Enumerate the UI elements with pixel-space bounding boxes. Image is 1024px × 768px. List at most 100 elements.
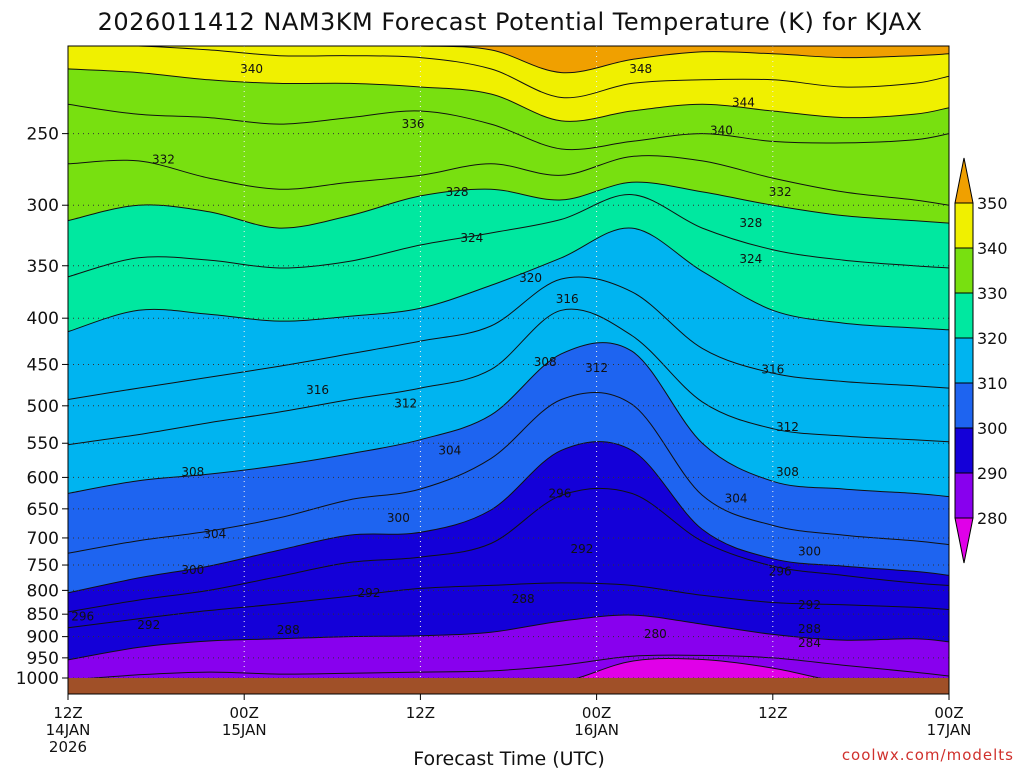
y-tick-label: 400	[27, 309, 59, 329]
contour-label: 292	[137, 618, 160, 632]
isentrope-340	[68, 68, 949, 122]
y-tick-label: 350	[27, 257, 59, 277]
colorbar-tick-label: 330	[977, 284, 1008, 303]
contour-label: 292	[798, 598, 821, 612]
x-tick-label: 12Z	[406, 704, 435, 722]
chart-title: 2026011412 NAM3KM Forecast Potential Tem…	[98, 8, 923, 36]
y-tick-label: 1000	[16, 669, 59, 689]
contour-label: 328	[446, 185, 469, 199]
y-tick-label: 250	[27, 125, 59, 145]
colorbar-tick-label: 280	[977, 509, 1008, 528]
isentrope-320	[68, 227, 949, 333]
isentrope-288	[68, 614, 949, 661]
contour-label: 308	[181, 465, 204, 479]
isentrope-284	[68, 654, 949, 681]
contour-label: 324	[460, 231, 483, 245]
contour-label: 284	[798, 636, 821, 650]
isentrope-304	[68, 391, 949, 554]
isentrope-312	[68, 308, 949, 446]
isentrope-324	[68, 194, 949, 278]
colorbar-tick-label: 300	[977, 419, 1008, 438]
x-tick-label: 00Z	[230, 704, 259, 722]
contour-label: 292	[358, 586, 381, 600]
contour-label: 280	[644, 627, 667, 641]
x-tick-label: 17JAN	[927, 721, 972, 739]
x-tick-label: 14JAN	[46, 721, 91, 739]
contour-label: 288	[277, 623, 300, 637]
contour-label: 304	[203, 527, 226, 541]
y-tick-label: 650	[27, 500, 59, 520]
colorbar-segment	[954, 472, 974, 519]
colorbar-tick-label: 290	[977, 464, 1008, 483]
x-tick-label: 00Z	[582, 704, 611, 722]
x-axis-label: Forecast Time (UTC)	[413, 748, 604, 768]
contour-label: 296	[71, 609, 94, 623]
contour-label: 316	[306, 383, 329, 397]
isentrope-292	[68, 582, 949, 629]
contour-label: 300	[181, 563, 204, 577]
contour-label: 336	[402, 117, 425, 131]
colorbar-tick-label: 320	[977, 329, 1008, 348]
colorbar-tick-label: 310	[977, 374, 1008, 393]
isentrope-332	[68, 155, 949, 206]
x-tick-label: 2026	[49, 738, 87, 756]
isentrope-lines	[68, 46, 949, 681]
isentrope-328	[68, 181, 949, 229]
plot-frame	[67, 45, 950, 695]
contour-label: 332	[769, 185, 792, 199]
contour-label: 304	[725, 491, 748, 505]
contour-label: 316	[761, 363, 784, 377]
colorbar-extend-bottom	[954, 517, 974, 564]
y-tick-label: 550	[27, 434, 59, 454]
y-tick-label: 300	[27, 196, 59, 216]
colorbar-segment	[954, 247, 974, 294]
colorbar-extend-top	[954, 157, 974, 204]
colorbar-segment	[954, 337, 974, 384]
contour-label: 344	[732, 96, 755, 110]
isentrope-336	[68, 103, 949, 151]
contour-label: 288	[798, 622, 821, 636]
colorbar-tick-label: 350	[977, 194, 1008, 213]
contour-label: 296	[769, 564, 792, 578]
y-tick-label: 950	[27, 649, 59, 669]
terrain-ground	[68, 678, 949, 694]
y-tick-label: 800	[27, 581, 59, 601]
y-tick-label: 600	[27, 468, 59, 488]
colorbar: 350 340 330 320 310 300 290 280	[954, 157, 1008, 564]
x-tick-label: 12Z	[758, 704, 787, 722]
contour-label: 292	[570, 542, 593, 556]
contour-label: 340	[240, 62, 263, 76]
contour-label: 348	[629, 62, 652, 76]
contour-label: 320	[519, 271, 542, 285]
x-tick-label: 16JAN	[574, 721, 619, 739]
contour-label: 300	[387, 511, 410, 525]
credit-link[interactable]: coolwx.com/modelts	[842, 746, 1014, 764]
isentrope-296	[68, 487, 949, 613]
contour-label: 308	[776, 465, 799, 479]
colorbar-segment	[954, 202, 974, 249]
contour-label: 312	[776, 420, 799, 434]
contour-label: 300	[798, 545, 821, 559]
colorbar-tick-label: 340	[977, 239, 1008, 258]
contour-label: 304	[438, 443, 461, 457]
contour-labels: 340 348 344 340 336 332 332 328 328 324 324 320 316 3…	[71, 62, 821, 650]
band-fill-280	[566, 658, 836, 681]
colorbar-segment	[954, 382, 974, 429]
x-tick-label: 12Z	[53, 704, 82, 722]
y-tick-label: 900	[27, 628, 59, 648]
contour-label: 340	[710, 123, 733, 137]
isentrope-344	[68, 46, 949, 99]
isentrope-348	[68, 46, 949, 74]
contour-label: 316	[556, 292, 579, 306]
contour-label: 312	[394, 396, 417, 410]
x-tick-label: 00Z	[934, 704, 963, 722]
y-tick-label: 450	[27, 355, 59, 375]
y-tick-label: 850	[27, 605, 59, 625]
y-axis: 250 300 350 400 450 500 550 600 650 700 750 800 850 9…	[16, 125, 68, 689]
contour-label: 308	[534, 355, 557, 369]
colorbar-segment	[954, 292, 974, 339]
contour-label: 296	[548, 486, 571, 500]
x-tick-label: 15JAN	[222, 721, 267, 739]
isentrope-300	[68, 441, 949, 594]
